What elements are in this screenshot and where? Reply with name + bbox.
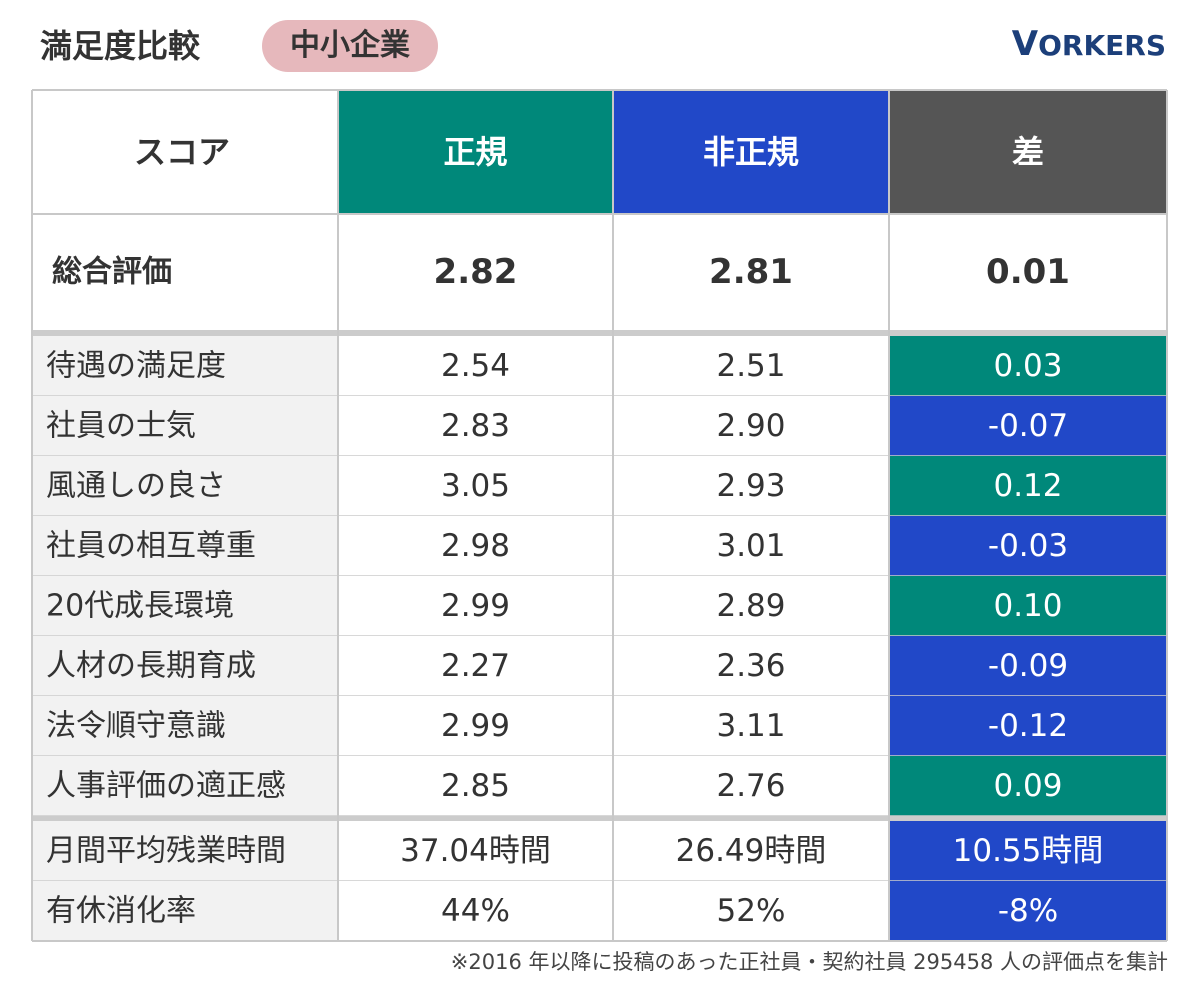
- score-row-3-regular-value: 3.05: [441, 468, 510, 504]
- page-title: 満足度比較: [40, 27, 201, 65]
- score-row-8-diff-value: 0.09: [993, 768, 1062, 804]
- score-row-1-diff-cell: [889, 336, 1167, 396]
- score-row-2-nonregular-value: 2.90: [716, 408, 785, 444]
- score-row-7-diff-value: -0.12: [988, 708, 1068, 744]
- score-row-4-label-cell: [32, 516, 338, 576]
- extra-row-2-regular-value: 44%: [441, 893, 510, 929]
- extra-row-2-nonregular-value: 52%: [717, 893, 786, 929]
- header-label-regular: 正規: [443, 133, 507, 171]
- score-row-3-label: 風通しの良さ: [46, 469, 226, 504]
- score-row-1-nonregular-value: 2.51: [716, 348, 785, 384]
- score-row-2-label: 社員の士気: [46, 409, 196, 444]
- score-row-3-nonregular-value: 2.93: [716, 468, 785, 504]
- overall-diff-value: 0.01: [986, 252, 1070, 292]
- extra-row-2-label: 有休消化率: [46, 894, 196, 929]
- overall-row: [32, 214, 1167, 330]
- score-row-8-label: 人事評価の適正感: [46, 769, 286, 804]
- extra-separator: [32, 816, 1167, 821]
- overall-nonregular-value: 2.81: [709, 252, 793, 292]
- score-row-4-nonregular-value: 3.01: [716, 528, 785, 564]
- score-row-8-regular-value: 2.85: [441, 768, 510, 804]
- score-row-5-label-cell: [32, 576, 338, 636]
- score-row-5-regular-value: 2.99: [441, 588, 510, 624]
- logo-initial: V: [1011, 24, 1039, 64]
- score-row-7-diff-cell: [889, 696, 1167, 756]
- score-row-2-regular-value: 2.83: [441, 408, 510, 444]
- score-row-4-diff-value: -0.03: [988, 528, 1068, 564]
- extra-row-1-diff-cell: [889, 821, 1167, 881]
- score-row-8-diff-cell: [889, 756, 1167, 816]
- score-row-3-diff-value: 0.12: [993, 468, 1062, 504]
- header-label-nonregular: 非正規: [703, 133, 799, 171]
- score-row-5-diff-value: 0.10: [993, 588, 1062, 624]
- score-row-4-diff-cell: [889, 516, 1167, 576]
- extra-row-2-diff-cell: [889, 881, 1167, 941]
- score-row-7-label-cell: [32, 696, 338, 756]
- score-row-7-nonregular-value: 3.11: [716, 708, 785, 744]
- score-row-2-label-cell: [32, 396, 338, 456]
- score-row-6-nonregular-value: 2.36: [716, 648, 785, 684]
- score-row-1-diff-value: 0.03: [993, 348, 1062, 384]
- score-row-5-diff-cell: [889, 576, 1167, 636]
- score-row-3-diff-cell: [889, 456, 1167, 516]
- score-row-2-diff-cell: [889, 396, 1167, 456]
- score-row-4-label: 社員の相互尊重: [46, 529, 256, 564]
- score-row-5-label: 20代成長環境: [46, 589, 234, 624]
- header-label-diff: 差: [1012, 133, 1044, 171]
- extra-row-1-label-cell: [32, 821, 338, 881]
- header-cell-regular: [338, 90, 613, 214]
- score-row-1-label: 待遇の満足度: [46, 349, 226, 384]
- section-separator: [32, 330, 1167, 336]
- score-row-3-label-cell: [32, 456, 338, 516]
- score-row-6-label-cell: [32, 636, 338, 696]
- category-badge: 中小企業: [262, 20, 438, 72]
- overall-label: 総合評価: [52, 255, 172, 290]
- extra-row-1-regular-value: 37.04時間: [400, 833, 551, 869]
- score-row-6-diff-cell: [889, 636, 1167, 696]
- score-row-7-label: 法令順守意識: [46, 709, 226, 744]
- extra-row-1-nonregular-value: 26.49時間: [676, 833, 827, 869]
- footnote: ※2016 年以降に投稿のあった正社員・契約社員 295458 人の評価点を集計: [450, 950, 1168, 974]
- score-row-8-label-cell: [32, 756, 338, 816]
- extra-row-1-label: 月間平均残業時間: [46, 834, 286, 869]
- extra-row-2-label-cell: [32, 881, 338, 941]
- score-row-6-label: 人材の長期育成: [46, 649, 256, 684]
- score-row-6-diff-value: -0.09: [988, 648, 1068, 684]
- logo-rest: ORKERS: [1038, 29, 1166, 62]
- score-row-4-regular-value: 2.98: [441, 528, 510, 564]
- extra-row-2-diff-value: -8%: [998, 893, 1058, 929]
- score-row-6-regular-value: 2.27: [441, 648, 510, 684]
- header-cell-nonregular: [613, 90, 889, 214]
- overall-regular-value: 2.82: [434, 252, 518, 292]
- vorkers-logo: VORKERS: [1012, 24, 1166, 64]
- score-row-2-diff-value: -0.07: [988, 408, 1068, 444]
- score-row-1-regular-value: 2.54: [441, 348, 510, 384]
- score-row-8-nonregular-value: 2.76: [716, 768, 785, 804]
- header-label-score: スコア: [134, 133, 230, 171]
- score-row-1-label-cell: [32, 336, 338, 396]
- header-cell-score: [32, 90, 338, 214]
- score-row-5-nonregular-value: 2.89: [716, 588, 785, 624]
- extra-row-1-diff-value: 10.55時間: [953, 833, 1104, 869]
- score-row-7-regular-value: 2.99: [441, 708, 510, 744]
- header-cell-diff: [889, 90, 1167, 214]
